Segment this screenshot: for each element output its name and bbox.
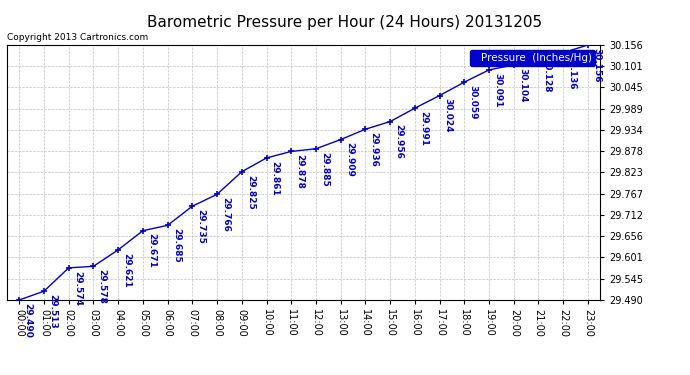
Text: 29.825: 29.825 [246,174,255,209]
Text: 29.685: 29.685 [172,228,181,263]
Text: 29.513: 29.513 [48,294,57,329]
Text: 29.909: 29.909 [345,142,354,177]
Text: 29.671: 29.671 [147,234,156,268]
Text: 30.136: 30.136 [567,56,576,90]
Text: 29.574: 29.574 [73,271,82,306]
Text: 29.878: 29.878 [295,154,304,189]
Text: 29.621: 29.621 [122,253,131,287]
Text: Copyright 2013 Cartronics.com: Copyright 2013 Cartronics.com [8,33,149,42]
Text: 30.104: 30.104 [518,68,527,102]
Text: 29.936: 29.936 [370,132,379,167]
Text: 30.059: 30.059 [469,85,477,119]
Text: 29.490: 29.490 [23,303,32,338]
Text: 29.578: 29.578 [97,269,106,304]
Legend: Pressure  (Inches/Hg): Pressure (Inches/Hg) [469,50,595,66]
Text: 29.991: 29.991 [419,111,428,146]
Text: 30.128: 30.128 [542,58,551,93]
Text: Barometric Pressure per Hour (24 Hours) 20131205: Barometric Pressure per Hour (24 Hours) … [148,15,542,30]
Text: 29.861: 29.861 [270,161,279,195]
Text: 29.735: 29.735 [197,209,206,244]
Text: 30.091: 30.091 [493,73,502,107]
Text: 29.956: 29.956 [394,124,403,159]
Text: 30.156: 30.156 [592,48,601,82]
Text: 29.885: 29.885 [320,152,329,186]
Text: 30.024: 30.024 [444,98,453,133]
Text: 29.766: 29.766 [221,197,230,232]
